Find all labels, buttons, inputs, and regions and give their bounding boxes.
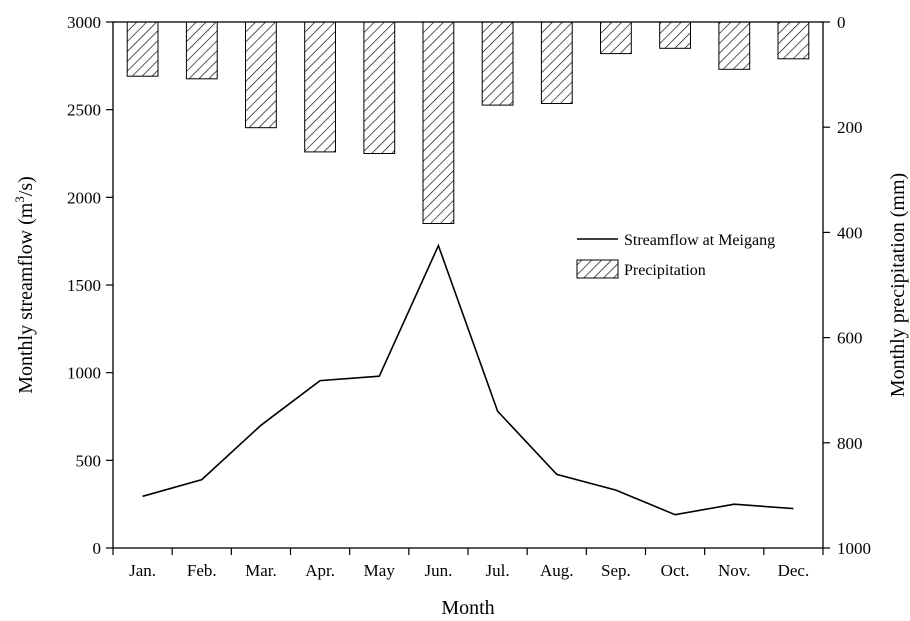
precipitation-bar: [245, 21, 277, 129]
x-tick-label: Jun.: [424, 561, 452, 580]
x-tick-label: Aug.: [540, 561, 574, 580]
precipitation-bar: [659, 21, 692, 49]
precipitation-bar: [600, 21, 632, 55]
y-axis-left-title: Monthly streamflow (m3/s): [12, 176, 37, 394]
precipitation-bar: [304, 21, 337, 153]
x-tick-label: Jan.: [129, 561, 156, 580]
y-axis-right-title: Monthly precipitation (mm): [887, 173, 909, 397]
precipitation-bar: [481, 21, 514, 106]
x-tick-label: Mar.: [245, 561, 277, 580]
y-left-tick-label: 2500: [67, 101, 101, 120]
x-tick-label: Sep.: [601, 561, 631, 580]
y-left-tick-label: 2000: [67, 188, 101, 207]
precipitation-bar: [540, 21, 573, 104]
x-tick-label: Nov.: [718, 561, 750, 580]
precipitation-bar: [422, 21, 455, 224]
x-axis-title: Month: [441, 597, 494, 619]
y-left-tick-label: 1000: [67, 364, 101, 383]
plot-frame: [112, 21, 824, 549]
y-left-tick-label: 3000: [67, 13, 101, 32]
x-tick-label: Dec.: [778, 561, 810, 580]
precipitation-bar: [126, 21, 159, 77]
legend-bar-label: Precipitation: [624, 262, 706, 279]
legend-bar-swatch: [576, 259, 619, 279]
x-tick-label: May: [364, 561, 396, 580]
y-left-tick-label: 0: [93, 539, 102, 558]
legend-line-label: Streamflow at Meigang: [624, 232, 775, 249]
y-right-tick-label: 800: [837, 434, 863, 453]
precipitation-bar: [363, 21, 396, 154]
x-tick-label: Jul.: [486, 561, 510, 580]
y-right-tick-label: 0: [837, 13, 846, 32]
y-right-tick-label: 1000: [837, 539, 871, 558]
y-right-tick-label: 600: [837, 329, 863, 348]
x-tick-label: Feb.: [187, 561, 217, 580]
precipitation-bar: [777, 21, 810, 60]
y-left-tick-label: 1500: [67, 276, 101, 295]
y-right-tick-label: 200: [837, 118, 863, 137]
x-tick-label: Oct.: [661, 561, 690, 580]
precipitation-bar: [185, 21, 218, 80]
x-tick-label: Apr.: [305, 561, 335, 580]
streamflow-line-group: [142, 243, 794, 516]
legend: Streamflow at Meigang Precipitation: [576, 232, 775, 279]
precipitation-bars: [126, 21, 810, 224]
y-left-tick-label: 500: [76, 451, 102, 470]
streamflow-line: [142, 243, 794, 516]
axis-ticks: 0 500 1000 1500 2000 2500 3000 0 200 400 600 800 100…: [67, 13, 871, 580]
y-right-tick-label: 400: [837, 223, 863, 242]
precipitation-bar: [718, 21, 751, 70]
